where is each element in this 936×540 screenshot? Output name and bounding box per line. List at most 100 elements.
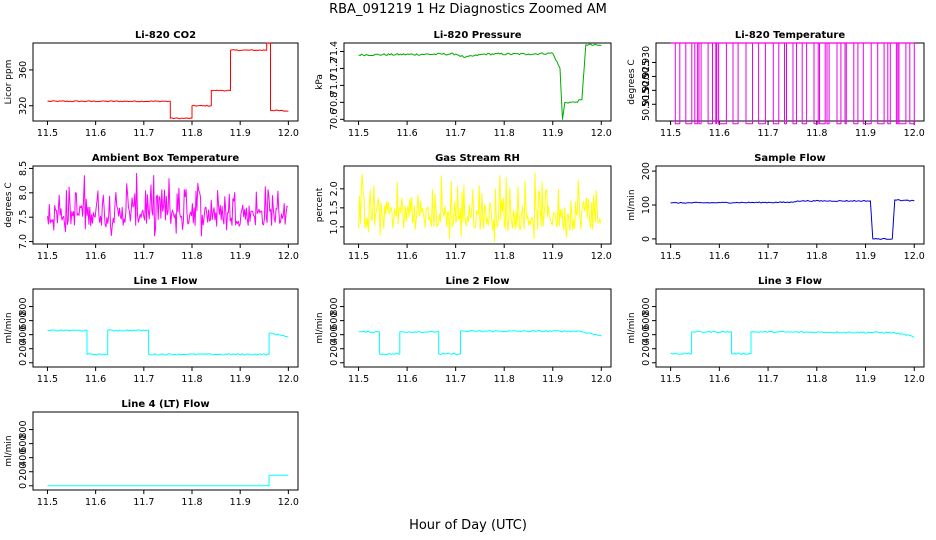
x-tick-label: 12.0: [278, 497, 299, 508]
y-tick-label: 7.5: [18, 210, 29, 225]
chart-panel-6: Sample Flow 11.5 11.6 11.7 11.8 11.9 12.0 0 100 2…: [627, 153, 925, 262]
panel-title: Li-820 Temperature: [735, 30, 845, 41]
x-tick-label: 11.7: [445, 374, 466, 385]
y-tick-label: 71.4: [329, 41, 340, 62]
x-tick-label: 12.0: [278, 251, 299, 262]
y-tick-label: 50.925: [641, 60, 652, 93]
x-tick-label: 11.9: [230, 497, 251, 508]
y-tick-label: 600: [329, 312, 340, 330]
x-tick-label: 11.5: [37, 497, 58, 508]
x-tick-label: 11.9: [230, 374, 251, 385]
x-tick-label: 11.5: [660, 128, 681, 139]
y-tick-label: 200: [18, 463, 29, 481]
x-tick-label: 11.8: [494, 374, 515, 385]
y-tick-label: 200: [641, 162, 652, 180]
x-tick-label: 11.6: [85, 128, 106, 139]
x-tick-label: 11.6: [85, 374, 106, 385]
x-axis-title: Hour of Day (UTC): [409, 518, 527, 533]
x-tick-label: 11.6: [85, 497, 106, 508]
plot-frame: [655, 288, 925, 368]
panel-title: Line 4 (LT) Flow: [121, 399, 209, 410]
x-tick-label: 11.5: [37, 374, 58, 385]
y-tick-label: 320: [18, 97, 29, 115]
chart-panel-5: Gas Stream RH 11.5 11.6 11.7 11.8 11.9 12.0 1.0…: [315, 153, 612, 262]
chart-panel-8: Line 2 Flow 11.5 11.6 11.7 11.8 11.9 12.0 0 2004…: [315, 276, 612, 385]
y-axis-label: ml/min: [4, 312, 14, 343]
x-tick-label: 11.9: [230, 251, 251, 262]
x-tick-label: 11.6: [397, 374, 418, 385]
y-tick-label: 800: [329, 297, 340, 315]
panel-title: Line 3 Flow: [758, 276, 822, 287]
series-line: [358, 43, 602, 120]
y-tick-label: 8.5: [18, 161, 29, 176]
x-tick-label: 11.9: [542, 128, 563, 139]
y-tick-label: 7.0: [18, 234, 29, 249]
x-tick-label: 11.8: [181, 128, 202, 139]
x-tick-label: 11.9: [542, 251, 563, 262]
x-tick-label: 11.7: [445, 251, 466, 262]
y-tick-label: 360: [18, 61, 29, 79]
series-line: [358, 172, 602, 243]
y-tick-label: 200: [329, 340, 340, 358]
y-tick-label: 8.0: [18, 185, 29, 200]
y-tick-label: 400: [18, 449, 29, 467]
x-tick-label: 11.5: [348, 374, 369, 385]
panel-title: Li-820 Pressure: [433, 30, 521, 41]
plot-frame: [343, 165, 612, 245]
x-tick-label: 11.6: [709, 251, 730, 262]
x-tick-label: 11.7: [133, 128, 154, 139]
chart-panel-2: Li-820 Pressure 11.5 11.6 11.7 11.8 11.9 12.0 7…: [315, 30, 612, 139]
chart-panel-1: Li-820 CO2 11.5 11.6 11.7 11.8 11.9 12.0 320 360…: [4, 30, 299, 139]
x-tick-label: 11.7: [757, 251, 778, 262]
x-tick-label: 12.0: [904, 251, 925, 262]
y-tick-label: 70.6: [329, 109, 340, 130]
y-tick-label: 100: [641, 196, 652, 214]
x-tick-label: 11.8: [806, 374, 827, 385]
x-tick-label: 11.6: [709, 374, 730, 385]
x-tick-label: 11.6: [397, 251, 418, 262]
x-tick-label: 11.7: [445, 128, 466, 139]
x-tick-label: 11.5: [37, 128, 58, 139]
x-tick-label: 11.6: [85, 251, 106, 262]
series-line: [47, 172, 289, 237]
y-axis-label: degrees C: [627, 59, 637, 104]
y-tick-label: 0: [641, 360, 652, 366]
x-tick-label: 12.0: [904, 128, 925, 139]
series-line: [47, 329, 289, 356]
y-axis-label: ml/min: [627, 189, 637, 220]
y-axis-label: ml/min: [315, 312, 325, 343]
x-tick-label: 11.7: [757, 128, 778, 139]
y-tick-label: 600: [641, 312, 652, 330]
y-tick-label: 200: [641, 340, 652, 358]
y-tick-label: 800: [18, 420, 29, 438]
y-tick-label: 0: [18, 360, 29, 366]
panel-title: Gas Stream RH: [435, 153, 520, 164]
y-tick-label: 0: [18, 483, 29, 489]
x-tick-label: 11.8: [181, 497, 202, 508]
y-tick-label: 50.915: [641, 88, 652, 121]
series-line: [47, 474, 289, 487]
x-tick-label: 11.9: [855, 251, 876, 262]
plot-frame: [32, 165, 299, 245]
chart-panel-4: Ambient Box Temperature 11.5 11.6 11.7 11.8 1…: [4, 153, 299, 262]
x-tick-label: 11.8: [494, 128, 515, 139]
panel-title: Li-820 CO2: [135, 30, 196, 41]
x-tick-label: 12.0: [278, 128, 299, 139]
y-tick-label: 800: [18, 297, 29, 315]
series-line: [670, 42, 915, 125]
plot-frame: [32, 288, 299, 368]
plot-frame: [32, 411, 299, 491]
x-tick-label: 11.8: [494, 251, 515, 262]
chart-panel-9: Line 3 Flow 11.5 11.6 11.7 11.8 11.9 12.0 0 2004…: [627, 276, 925, 385]
y-tick-label: 71.2: [329, 58, 340, 79]
x-tick-label: 11.8: [806, 251, 827, 262]
y-tick-label: 400: [641, 326, 652, 344]
y-tick-label: 400: [329, 326, 340, 344]
panel-title: Sample Flow: [754, 153, 826, 164]
panel-title: Ambient Box Temperature: [92, 153, 239, 164]
y-axis-label: Licor ppm: [4, 60, 14, 105]
y-axis-label: degrees C: [4, 182, 14, 227]
x-tick-label: 11.9: [855, 374, 876, 385]
y-tick-label: 71.0: [329, 75, 340, 96]
